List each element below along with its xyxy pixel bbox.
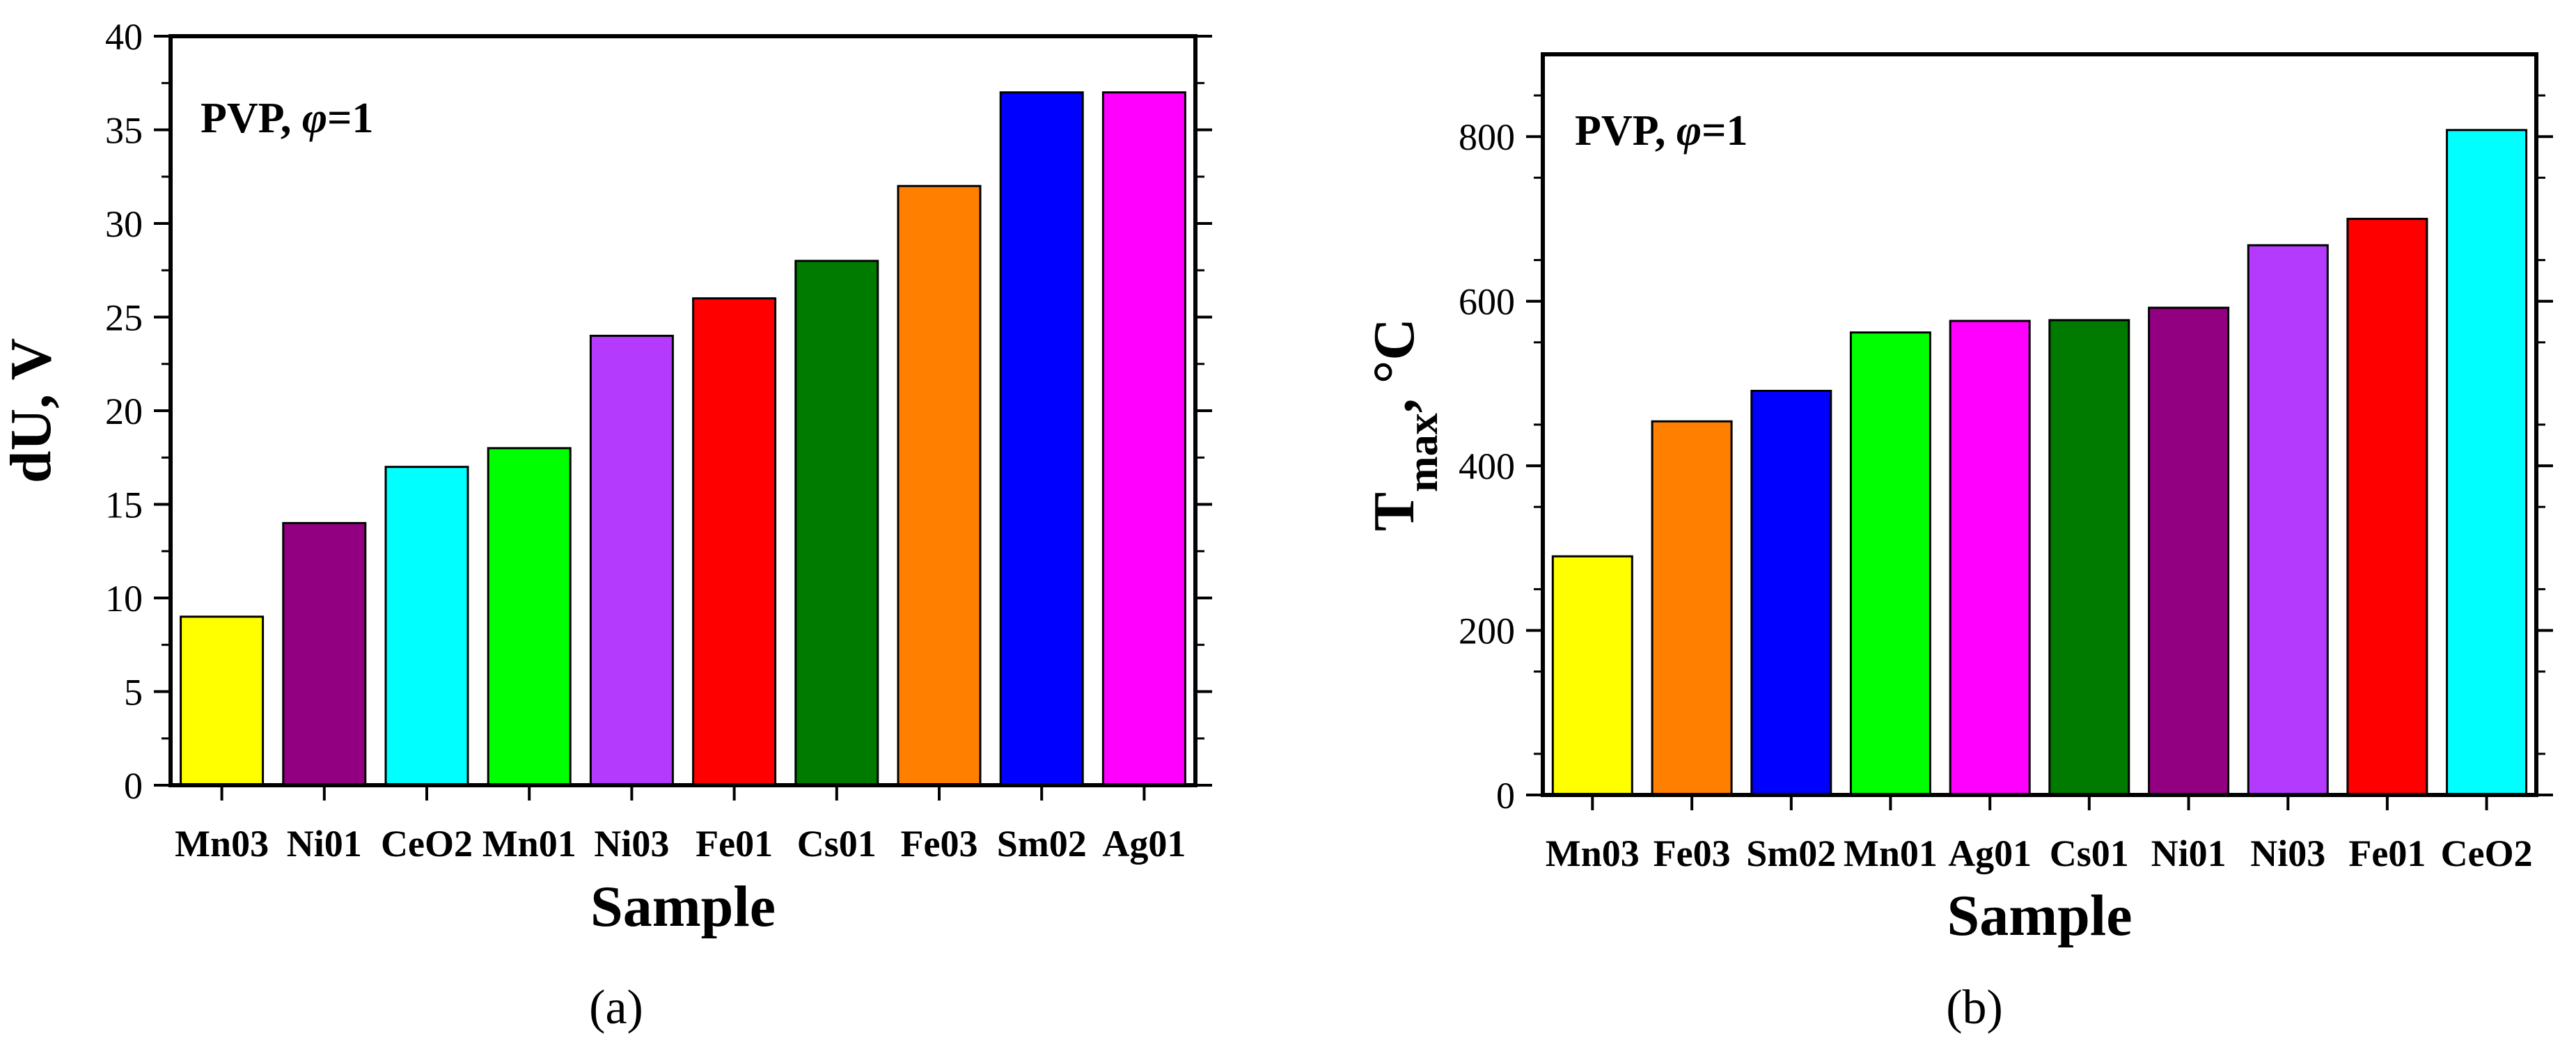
panel-b-y-axis-title-sub: max xyxy=(1399,413,1447,492)
panel-b-y-axis-title-main: T xyxy=(1362,492,1427,531)
panel-b-bar-ceo2 xyxy=(2446,129,2528,796)
panel-a-x-tick-label: Mn03 xyxy=(175,823,269,865)
panel-b-bar-ag01 xyxy=(1949,320,2031,796)
panel-a-y-tick-label: 15 xyxy=(105,484,143,526)
panel-b-annotation-prefix: PVP, xyxy=(1575,107,1676,155)
panel-b-x-tick-label: Ni01 xyxy=(2151,833,2226,874)
panel-b-x-tick-label: Fe01 xyxy=(2348,833,2426,874)
panel-a-plot-frame xyxy=(168,34,1197,787)
panel-b-y-tick-label: 0 xyxy=(1496,775,1515,817)
panel-b-bar-cs01 xyxy=(2048,319,2130,796)
panel-a-y-tick-label: 30 xyxy=(105,203,143,245)
panel-a-x-tick-label: Sm02 xyxy=(997,823,1087,865)
panel-a-y-axis-title: dU, V xyxy=(0,338,63,484)
panel-a-panel-label: (a) xyxy=(589,981,643,1034)
panel-b-bar-mn01 xyxy=(1849,331,1931,796)
panel-a-bar-ceo2 xyxy=(384,466,469,787)
panel-a-bar-mn01 xyxy=(487,447,572,787)
panel-b-x-tick-label: Mn03 xyxy=(1546,833,1640,874)
panel-b-x-tick-label: Cs01 xyxy=(2050,833,2129,874)
panel-a-bar-cs01 xyxy=(794,260,879,787)
panel-b-x-tick-label: Mn01 xyxy=(1844,833,1938,874)
panel-a-x-tick-label: Ni01 xyxy=(287,823,362,865)
panel-a-annotation-symbol: φ xyxy=(302,95,327,142)
panel-a-x-tick-label: Cs01 xyxy=(797,823,877,865)
panel-b-y-axis-title-suffix: , °C xyxy=(1362,318,1427,413)
panel-a-x-tick-label: Mn01 xyxy=(482,823,576,865)
panel-a-bar-ag01 xyxy=(1101,91,1186,787)
panel-a-annotation-suffix: =1 xyxy=(327,95,373,142)
panel-b-y-tick-label: 800 xyxy=(1459,116,1515,158)
panel-b-bar-fe01 xyxy=(2346,217,2428,796)
panel-a-y-tick-label: 40 xyxy=(105,16,143,58)
panel-b-bar-ni03 xyxy=(2247,244,2329,796)
panel-b-annotation-symbol: φ xyxy=(1676,107,1702,155)
panel-b-bar-fe03 xyxy=(1651,420,1733,796)
panel-b-annotation: PVP, φ=1 xyxy=(1575,107,1748,155)
panel-a-y-tick-label: 35 xyxy=(105,110,143,152)
panel-b-bar-sm02 xyxy=(1750,390,1832,796)
panel-b-x-tick-label: Ag01 xyxy=(1948,833,2032,874)
panel-a-bar-ni01 xyxy=(282,521,367,787)
panel-a-bar-fe03 xyxy=(897,184,982,787)
panel-a-x-axis-title: Sample xyxy=(590,874,776,939)
panel-a-annotation-prefix: PVP, xyxy=(201,95,302,142)
panel-a-y-tick-label: 10 xyxy=(105,578,143,620)
panel-b-x-tick-label: Fe03 xyxy=(1654,833,1731,874)
panel-b-x-tick-label: Sm02 xyxy=(1746,833,1836,874)
panel-b-y-tick-label: 200 xyxy=(1459,610,1515,652)
panel-a-chart: Mn03 Ni01 CeO2 Mn01 Ni03 Fe01 Cs01 Fe03 Sm02 Ag01… xyxy=(0,16,1212,1034)
panel-a-bar-ni03 xyxy=(589,334,674,787)
panel-a-annotation: PVP, φ=1 xyxy=(201,95,373,142)
panel-a-bar-sm02 xyxy=(999,91,1084,787)
panel-a-y-tick-label: 20 xyxy=(105,391,143,432)
panel-a-x-tick-label: Ni03 xyxy=(594,823,669,865)
panel-b-x-tick-label: Ni03 xyxy=(2250,833,2325,874)
panel-a-x-tick-label: Fe01 xyxy=(696,823,773,865)
panel-b-y-tick-label: 600 xyxy=(1459,281,1515,323)
panel-a-x-tick-label: CeO2 xyxy=(381,823,473,865)
panel-a-y-tick-label: 0 xyxy=(124,765,143,807)
panel-b-y-tick-label: 400 xyxy=(1459,446,1515,487)
panel-b-bar-mn03 xyxy=(1551,555,1633,796)
panel-b-y-axis-title: Tmax, °C xyxy=(1362,318,1447,531)
panel-a-bar-fe01 xyxy=(692,297,777,787)
panel-b-x-axis-title: Sample xyxy=(1947,883,2132,948)
panel-b-chart: Mn03 Fe03 Sm02 Mn01 Ag01 Cs01 Ni01 Ni03 Fe01 CeO2… xyxy=(1362,52,2553,1034)
panel-b-bar-ni01 xyxy=(2148,306,2230,796)
panel-b-annotation-suffix: =1 xyxy=(1702,107,1748,155)
panel-b-panel-label: (b) xyxy=(1946,981,2003,1034)
panel-a-y-tick-label: 5 xyxy=(124,672,143,714)
panel-a-y-tick-label: 25 xyxy=(105,297,143,339)
panel-a-x-tick-label: Fe03 xyxy=(901,823,978,865)
panel-b-plot-frame xyxy=(1541,52,2538,797)
panel-b-x-tick-label: CeO2 xyxy=(2441,833,2533,874)
panel-a-x-tick-label: Ag01 xyxy=(1102,823,1186,865)
panel-a-bar-mn03 xyxy=(180,615,265,787)
